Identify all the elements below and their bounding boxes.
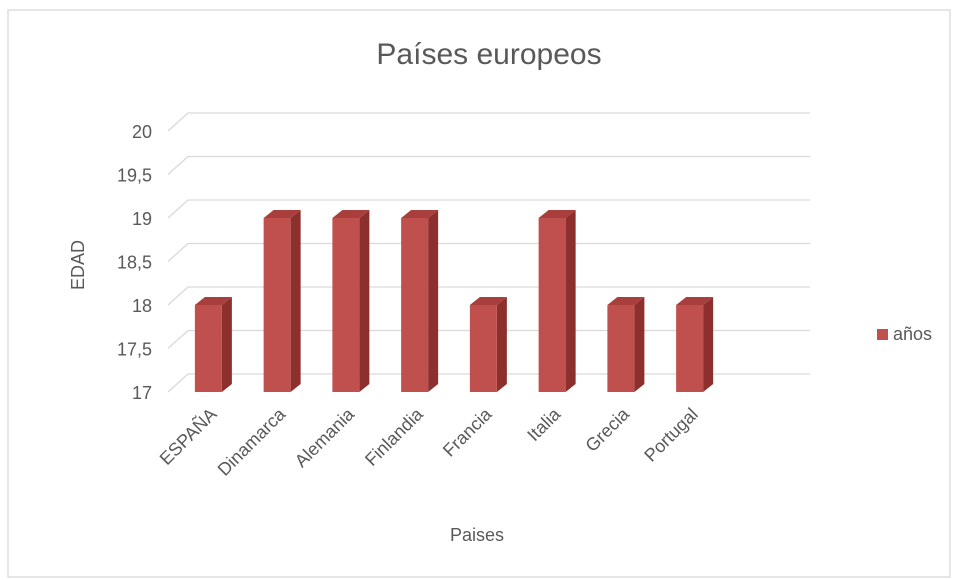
bar-front (401, 218, 429, 392)
y-tick-label: 19 (132, 209, 152, 229)
bar-front (469, 305, 497, 392)
bar (469, 297, 507, 392)
bar-front (538, 218, 566, 392)
bar (332, 210, 370, 392)
y-axis-title: EDAD (68, 240, 88, 290)
bar-side (634, 297, 645, 392)
bar-top (263, 210, 301, 218)
bar-side (359, 210, 370, 392)
bar (607, 297, 645, 392)
bar-top (194, 297, 232, 305)
bar-top (676, 297, 714, 305)
legend-swatch (877, 329, 888, 340)
bar-front (607, 305, 635, 392)
bar-top (469, 297, 507, 305)
bar (538, 210, 576, 392)
bar-top (401, 210, 439, 218)
y-tick-label: 20 (132, 122, 152, 142)
bar-side (290, 210, 301, 392)
grid-line (167, 286, 810, 306)
bar-side (428, 210, 439, 392)
y-tick-label: 18 (132, 296, 152, 316)
bar-side (496, 297, 507, 392)
y-tick-label: 19,5 (117, 165, 152, 185)
bar-side (221, 297, 232, 392)
bar-front (332, 218, 360, 392)
bar-side (565, 210, 576, 392)
bar (194, 297, 232, 392)
grid-line (167, 329, 810, 349)
x-axis-title: Paises (450, 525, 504, 545)
legend-label: años (893, 324, 932, 344)
bar-side (703, 297, 714, 392)
bar-top (332, 210, 370, 218)
chart-title: Países europeos (376, 38, 601, 71)
bar-top (538, 210, 576, 218)
bar (676, 297, 714, 392)
grid-line (167, 199, 810, 219)
grid-line (167, 112, 810, 132)
bar-front (263, 218, 291, 392)
bar (263, 210, 301, 392)
grid-line (167, 373, 810, 393)
y-tick-label: 17 (132, 383, 152, 403)
bar (401, 210, 439, 392)
y-tick-label: 17,5 (117, 339, 152, 359)
bar-top (607, 297, 645, 305)
grid-line (167, 155, 810, 175)
chart-border (7, 9, 951, 578)
bar-front (194, 305, 222, 392)
bar-front (676, 305, 704, 392)
y-tick-label: 18,5 (117, 252, 152, 272)
grid-line (167, 242, 810, 262)
